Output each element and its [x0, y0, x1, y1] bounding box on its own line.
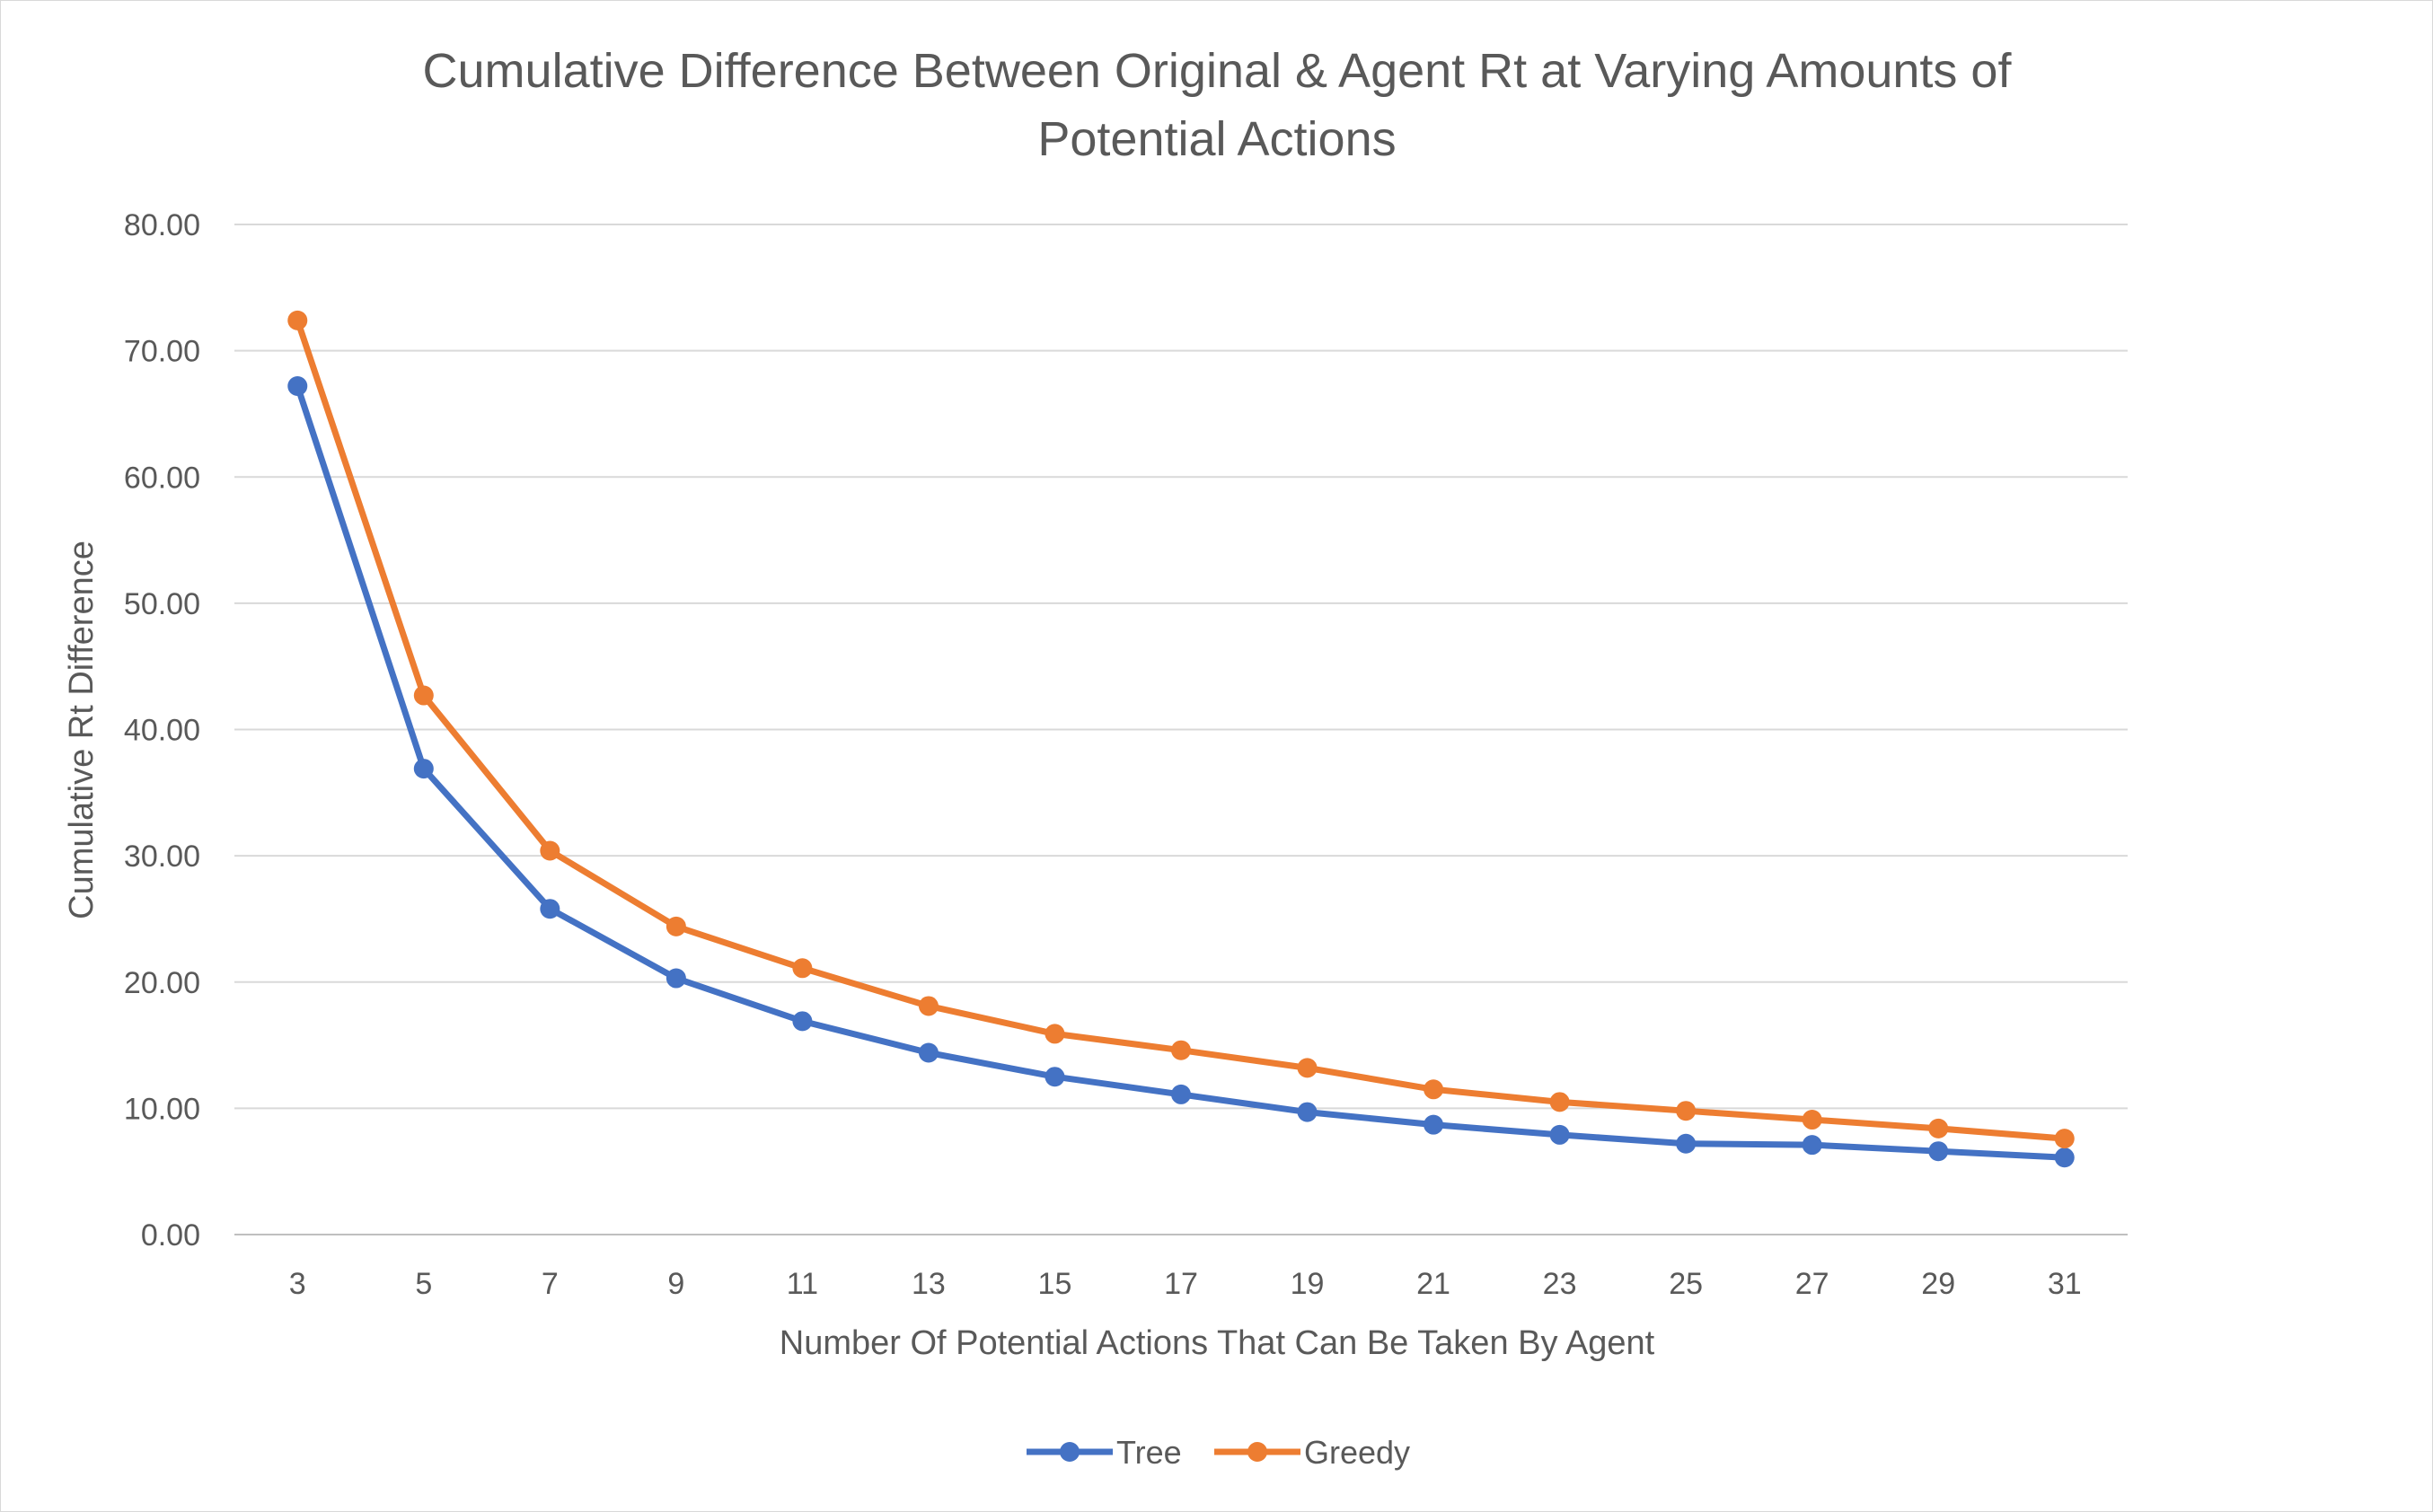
data-point-tree [2054, 1147, 2075, 1168]
x-tick-label: 17 [1164, 1267, 1198, 1301]
y-tick-label: 50.00 [124, 587, 200, 621]
y-tick-label: 70.00 [124, 335, 200, 369]
data-point-tree [1549, 1124, 1570, 1145]
legend-label-greedy: Greedy [1304, 1434, 1410, 1471]
x-tick-label: 23 [1543, 1267, 1577, 1301]
y-tick-label: 0.00 [141, 1218, 200, 1253]
data-point-tree [287, 376, 308, 396]
y-tick-label: 60.00 [124, 461, 200, 495]
data-point-tree [1676, 1133, 1697, 1154]
data-point-tree [1802, 1135, 1822, 1156]
x-tick-label: 29 [1921, 1267, 1955, 1301]
x-tick-label: 25 [1669, 1267, 1703, 1301]
x-tick-label: 31 [2048, 1267, 2082, 1301]
data-point-tree [1171, 1084, 1191, 1104]
gridlines [234, 224, 2128, 1235]
x-tick-label: 19 [1291, 1267, 1325, 1301]
y-axis-title: Cumulative Rt Difference [63, 541, 101, 919]
x-tick-label: 5 [415, 1267, 432, 1301]
data-point-tree [666, 968, 686, 989]
legend: Tree Greedy [1027, 1434, 1410, 1471]
data-point-tree [540, 899, 560, 919]
legend-marker-greedy [1247, 1442, 1267, 1462]
legend-marker-tree [1060, 1442, 1080, 1462]
y-tick-labels: 0.00 10.00 20.00 30.00 40.00 50.00 60.00 70.00 8… [124, 208, 200, 1253]
data-point-greedy [1928, 1118, 1949, 1138]
data-point-tree [792, 1011, 813, 1032]
y-tick-label: 40.00 [124, 714, 200, 748]
data-point-tree [1045, 1067, 1065, 1087]
x-tick-labels: 3 5 7 9 11 13 15 17 19 21 23 25 27 29 31 [289, 1267, 2082, 1301]
chart-title-line-1: Cumulative Difference Between Original &… [423, 44, 2013, 98]
data-point-greedy [1549, 1092, 1570, 1112]
data-point-greedy [792, 958, 813, 979]
x-tick-label: 13 [912, 1267, 946, 1301]
x-tick-label: 9 [667, 1267, 684, 1301]
data-point-greedy [540, 840, 560, 861]
data-point-greedy [1297, 1058, 1318, 1078]
data-point-greedy [1171, 1040, 1191, 1060]
data-point-tree [918, 1042, 939, 1063]
series-layer [287, 310, 2075, 1168]
chart-title-line-2: Potential Actions [1037, 112, 1396, 166]
data-point-greedy [1045, 1024, 1065, 1044]
data-point-greedy [2054, 1129, 2075, 1149]
legend-label-tree: Tree [1116, 1434, 1182, 1471]
data-point-greedy [666, 916, 686, 936]
x-axis-title: Number Of Potential Actions That Can Be … [780, 1324, 1655, 1362]
y-tick-label: 20.00 [124, 966, 200, 1000]
data-point-greedy [1424, 1079, 1444, 1100]
data-point-greedy [287, 310, 308, 330]
data-point-tree [413, 759, 434, 779]
x-tick-label: 27 [1795, 1267, 1829, 1301]
data-point-greedy [918, 996, 939, 1016]
data-point-tree [1297, 1102, 1318, 1122]
y-tick-label: 30.00 [124, 840, 200, 874]
x-tick-label: 7 [542, 1267, 559, 1301]
y-tick-label: 10.00 [124, 1092, 200, 1126]
data-point-greedy [1802, 1110, 1822, 1130]
data-point-tree [1424, 1114, 1444, 1135]
y-tick-label: 80.00 [124, 208, 200, 242]
x-tick-label: 11 [787, 1267, 818, 1301]
data-point-greedy [413, 685, 434, 706]
x-tick-label: 3 [289, 1267, 306, 1301]
data-point-greedy [1676, 1101, 1697, 1121]
x-tick-label: 21 [1416, 1267, 1450, 1301]
data-point-tree [1928, 1141, 1949, 1162]
x-tick-label: 15 [1038, 1267, 1072, 1301]
